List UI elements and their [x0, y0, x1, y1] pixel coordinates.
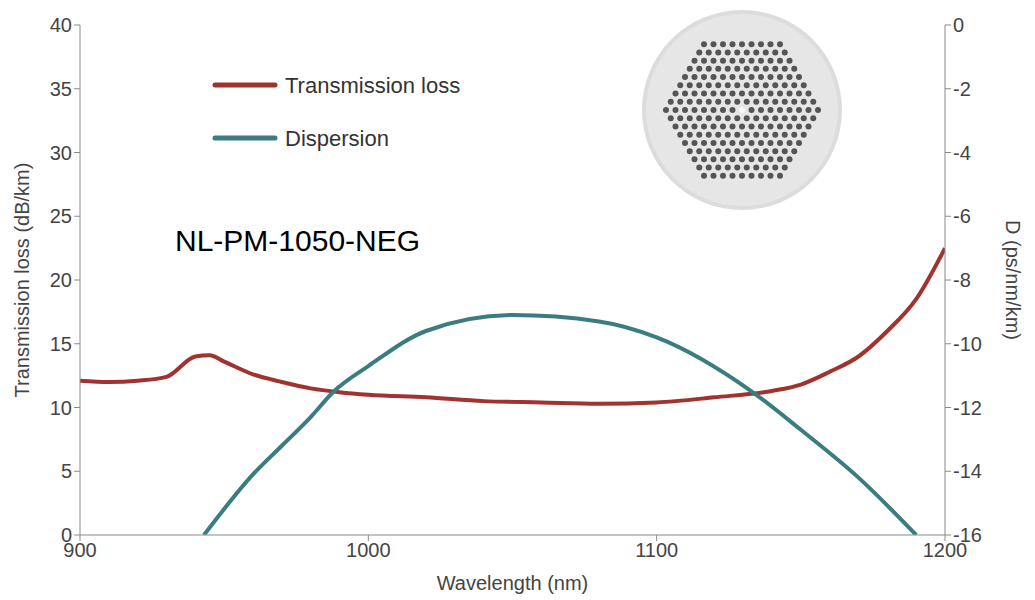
svg-text:-2: -2: [953, 78, 971, 100]
svg-text:Wavelength (nm): Wavelength (nm): [437, 572, 589, 594]
svg-text:Transmission loss (dB/km): Transmission loss (dB/km): [11, 163, 33, 398]
svg-text:10: 10: [50, 397, 72, 419]
svg-text:1100: 1100: [635, 539, 678, 561]
svg-text:Dispersion: Dispersion: [285, 126, 389, 151]
svg-text:-8: -8: [953, 269, 971, 291]
svg-text:-16: -16: [953, 524, 982, 546]
svg-text:0: 0: [61, 524, 72, 546]
svg-text:0: 0: [953, 14, 964, 36]
svg-text:-6: -6: [953, 205, 971, 227]
svg-text:15: 15: [50, 333, 72, 355]
svg-text:20: 20: [50, 269, 72, 291]
svg-text:NL-PM-1050-NEG: NL-PM-1050-NEG: [175, 224, 420, 257]
svg-text:-14: -14: [953, 460, 982, 482]
svg-text:30: 30: [50, 142, 72, 164]
svg-text:5: 5: [61, 460, 72, 482]
svg-text:1000: 1000: [346, 539, 391, 561]
svg-text:900: 900: [63, 539, 97, 562]
svg-text:-10: -10: [953, 333, 982, 355]
svg-text:-12: -12: [953, 397, 982, 419]
svg-text:Transmission loss: Transmission loss: [285, 73, 460, 98]
svg-text:-4: -4: [953, 142, 971, 164]
svg-text:1200: 1200: [922, 539, 968, 562]
svg-text:25: 25: [50, 205, 72, 227]
svg-text:40: 40: [50, 14, 72, 36]
svg-text:D (ps/nm/km): D (ps/nm/km): [1002, 220, 1024, 340]
svg-text:35: 35: [50, 78, 72, 100]
